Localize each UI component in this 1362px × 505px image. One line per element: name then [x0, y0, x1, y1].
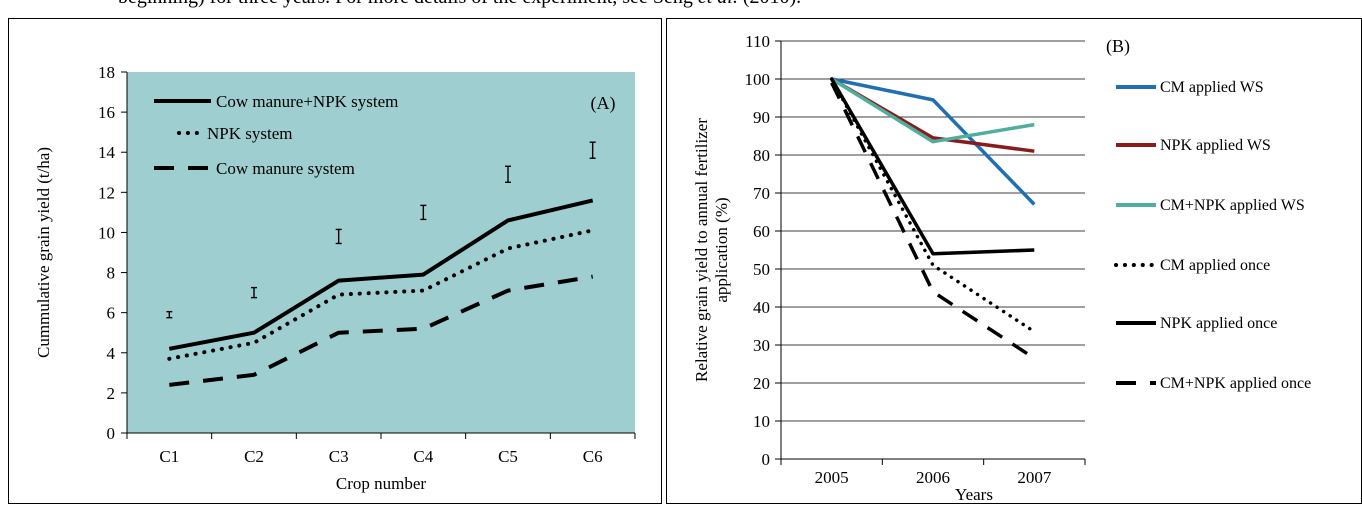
- legend-label-b-0: CM applied WS: [1160, 79, 1264, 96]
- legend-label-b-5: CM+NPK applied once: [1160, 375, 1311, 392]
- chart-b-svg: 0 10 20 30 40 50 60 70 80 90 100 110 2005 2006 2007 Yea…: [692, 32, 1311, 504]
- chart-panel-b: 0 10 20 30 40 50 60 70 80 90 100 110 2005 2006 2007 Yea…: [666, 18, 1362, 504]
- legend-label-a-2: Cow manure system: [216, 159, 355, 178]
- y-tick-label-a: 6: [107, 304, 116, 323]
- legend-label-a-1: NPK system: [207, 124, 292, 143]
- y-tick-label-a: 0: [107, 424, 116, 443]
- x-tick-label-a: C3: [329, 447, 349, 466]
- y-axis-title-b-line1: Relative grain yield to annual fertilize…: [692, 118, 711, 382]
- y-tick-label-b: 90: [753, 108, 770, 127]
- x-tick-label-a: C5: [498, 447, 518, 466]
- x-tick-label-a: C4: [413, 447, 433, 466]
- x-tick-label-a: C2: [244, 447, 264, 466]
- y-tick-label-a: 18: [98, 63, 115, 82]
- panel-label-b: (B): [1106, 36, 1130, 57]
- error-bar-a: [251, 286, 257, 299]
- series-line-b-4: [830, 78, 1035, 256]
- series-line-b-2: [830, 77, 1035, 144]
- error-bar-a: [589, 141, 596, 159]
- error-bar-a: [505, 165, 511, 184]
- legend-label-a-0: Cow manure+NPK system: [216, 92, 398, 111]
- panel-label-a: (A): [591, 93, 616, 114]
- x-axis-title-a: Crop number: [336, 474, 427, 493]
- y-axis-title-b: Relative grain yield to annual fertilize…: [692, 118, 731, 382]
- y-tick-label-b: 70: [753, 184, 770, 203]
- x-axis-title-b: Years: [955, 485, 993, 504]
- x-tick-label-b: 2007: [1017, 468, 1052, 487]
- y-tick-label-b: 40: [753, 298, 770, 317]
- y-tick-label-b: 20: [753, 374, 770, 393]
- error-bar-a: [335, 228, 342, 245]
- legend-label-b-1: NPK applied WS: [1160, 137, 1271, 154]
- legend-label-b-4: NPK applied once: [1160, 315, 1277, 332]
- y-tick-label-a: 8: [107, 264, 116, 283]
- y-tick-label-b: 30: [753, 336, 770, 355]
- legend-label-b-2: CM+NPK applied WS: [1160, 197, 1305, 214]
- series-line-b-0: [831, 77, 1036, 206]
- figure-caption: beginning) for three years. For more det…: [118, 0, 801, 9]
- y-tick-label-a: 2: [107, 384, 116, 403]
- x-tick-label-a: C6: [583, 447, 603, 466]
- y-tick-label-a: 12: [98, 183, 115, 202]
- series-line-b-5: [830, 82, 1036, 360]
- y-tick-label-a: 4: [107, 344, 116, 363]
- y-tick-label-b: 0: [762, 450, 771, 469]
- caption-italic-text: et al.: [698, 0, 738, 8]
- x-tick-label-b: 2005: [815, 468, 849, 487]
- chart-panel-a: 0 2 4 6 8 10 12 14 16 18 C1 C2 C3 C4 C5 C6 Crop number Cu…: [8, 18, 662, 504]
- y-tick-label-b: 100: [745, 70, 771, 89]
- y-axis-title-a: Cummulative grain yield (t/ha): [34, 147, 53, 358]
- caption-text: beginning) for three years. For more det…: [118, 0, 698, 8]
- caption-text-end: (2010).: [738, 0, 801, 8]
- chart-a-svg: 0 2 4 6 8 10 12 14 16 18 C1 C2 C3 C4 C5 C6 Crop number Cu…: [34, 63, 636, 493]
- series-line-a-1: [167, 228, 595, 361]
- series-line-a-0: [168, 198, 594, 351]
- error-bar-a: [420, 204, 427, 221]
- y-tick-label-b: 60: [753, 222, 770, 241]
- legend-label-b-3: CM applied once: [1160, 257, 1270, 274]
- y-tick-label-b: 80: [753, 146, 770, 165]
- series-line-a-2: [169, 274, 594, 387]
- x-tick-label-a: C1: [159, 447, 179, 466]
- y-tick-label-a: 16: [98, 103, 115, 122]
- series-line-b-3: [829, 77, 1037, 334]
- y-axis-title-b-line2: application (%): [712, 197, 731, 302]
- plot-area-a: [127, 72, 635, 433]
- error-bar-a: [166, 310, 173, 319]
- y-tick-label-b: 10: [753, 412, 770, 431]
- y-tick-label-b: 50: [753, 260, 770, 279]
- y-tick-label-b: 110: [745, 32, 770, 51]
- y-tick-label-a: 14: [98, 143, 116, 162]
- x-tick-label-b: 2006: [916, 468, 950, 487]
- y-tick-label-a: 10: [98, 223, 115, 242]
